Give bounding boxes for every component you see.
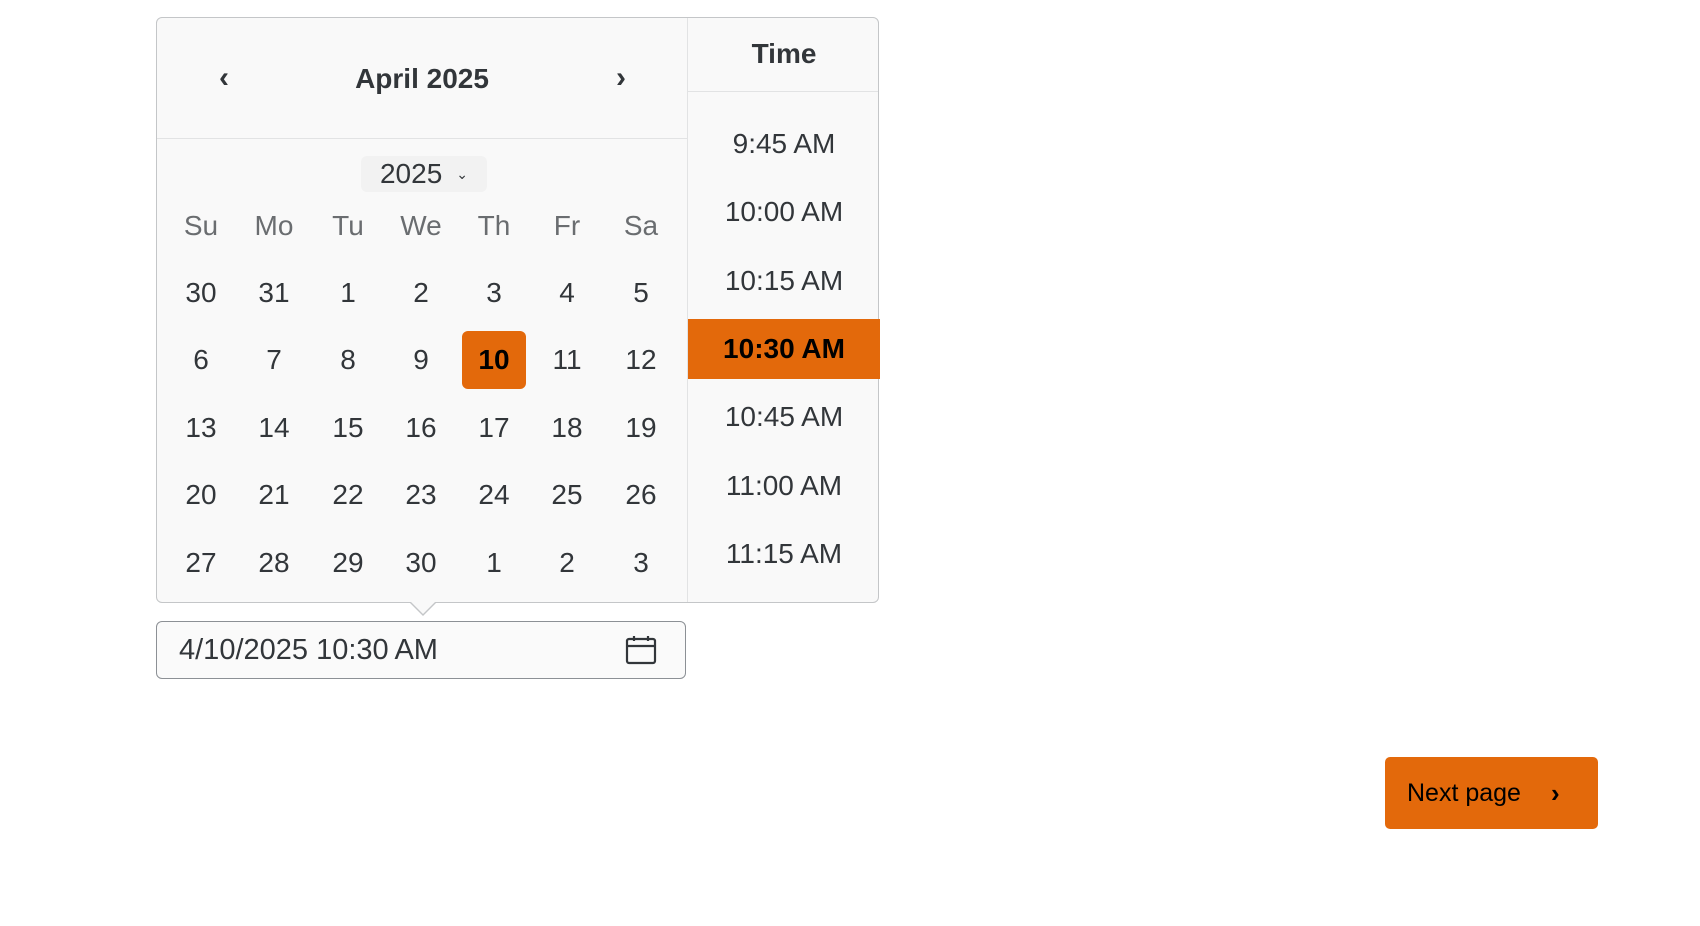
day-cell[interactable]: 6 bbox=[193, 344, 209, 375]
day-cell[interactable]: 11 bbox=[552, 344, 582, 375]
month-title[interactable]: April 2025 bbox=[355, 63, 489, 94]
chevron-right-icon: › bbox=[1550, 777, 1560, 808]
day-cell[interactable]: 16 bbox=[405, 412, 437, 443]
day-cell[interactable]: 21 bbox=[258, 479, 290, 510]
previous-month-chevron-icon[interactable]: ‹ bbox=[219, 61, 229, 94]
weekday-header: We bbox=[400, 210, 442, 241]
day-cell[interactable]: 24 bbox=[478, 479, 510, 510]
time-header-divider bbox=[688, 91, 878, 92]
header-divider bbox=[157, 138, 687, 139]
chevron-down-icon: ⌄ bbox=[456, 165, 469, 182]
day-cell[interactable]: 3 bbox=[633, 547, 649, 578]
day-cell[interactable]: 12 bbox=[625, 344, 657, 375]
day-cell[interactable]: 14 bbox=[258, 412, 290, 443]
time-option-selected[interactable]: 10:30 AM bbox=[688, 319, 880, 379]
day-cell[interactable]: 20 bbox=[185, 479, 217, 510]
datetime-picker-popover: ‹ April 2025 › 2025 ⌄ Time Su Mo Tu We Th Fr S… bbox=[156, 17, 880, 603]
year-select[interactable]: 2025 ⌄ bbox=[361, 156, 487, 192]
day-cell[interactable]: 4 bbox=[559, 277, 575, 308]
day-cell[interactable]: 29 bbox=[332, 547, 364, 578]
day-cell[interactable]: 17 bbox=[478, 412, 510, 443]
time-option[interactable]: 11:00 AM bbox=[725, 470, 843, 501]
time-option[interactable]: 10:45 AM bbox=[724, 401, 844, 432]
day-cell[interactable]: 5 bbox=[633, 277, 649, 308]
day-cell-selected[interactable]: 10 bbox=[462, 331, 526, 389]
day-cell[interactable]: 30 bbox=[405, 547, 437, 578]
day-cell[interactable]: 13 bbox=[185, 412, 217, 443]
day-cell[interactable]: 31 bbox=[258, 277, 290, 308]
day-cell[interactable]: 23 bbox=[405, 479, 437, 510]
day-cell[interactable]: 8 bbox=[340, 344, 356, 375]
day-cell[interactable]: 30 bbox=[185, 277, 217, 308]
weekday-header: Th bbox=[477, 210, 511, 241]
day-cell[interactable]: 18 bbox=[551, 412, 583, 443]
time-option[interactable]: 10:00 AM bbox=[724, 196, 844, 227]
day-cell[interactable]: 19 bbox=[625, 412, 657, 443]
next-page-button[interactable]: Next page › bbox=[1385, 757, 1598, 829]
day-cell[interactable]: 27 bbox=[185, 547, 217, 578]
day-cell[interactable]: 2 bbox=[559, 547, 575, 578]
day-cell[interactable]: 1 bbox=[486, 547, 502, 578]
year-select-value: 2025 bbox=[379, 158, 443, 189]
column-divider bbox=[687, 18, 688, 602]
day-cell[interactable]: 15 bbox=[332, 412, 364, 443]
time-option[interactable]: 10:15 AM bbox=[724, 265, 844, 296]
popover-arrow bbox=[409, 601, 437, 616]
day-cell[interactable]: 7 bbox=[266, 344, 282, 375]
time-title: Time bbox=[751, 38, 817, 69]
day-cell[interactable]: 2 bbox=[413, 277, 429, 308]
day-cell[interactable]: 25 bbox=[551, 479, 583, 510]
weekday-header: Sa bbox=[623, 210, 659, 241]
weekday-header: Su bbox=[183, 210, 219, 241]
datetime-input-value: 4/10/2025 10:30 AM bbox=[179, 633, 438, 666]
next-page-label: Next page bbox=[1407, 778, 1521, 807]
day-cell[interactable]: 3 bbox=[486, 277, 502, 308]
weekday-header: Mo bbox=[254, 210, 294, 241]
weekday-header: Fr bbox=[553, 210, 581, 241]
datetime-input[interactable]: 4/10/2025 10:30 AM bbox=[156, 621, 686, 679]
calendar-icon[interactable] bbox=[625, 635, 657, 665]
time-option[interactable]: 9:45 AM bbox=[732, 128, 836, 159]
day-cell[interactable]: 1 bbox=[340, 277, 356, 308]
day-cell[interactable]: 9 bbox=[413, 344, 429, 375]
next-month-chevron-icon[interactable]: › bbox=[616, 61, 626, 94]
day-cell[interactable]: 22 bbox=[332, 479, 364, 510]
day-cell[interactable]: 26 bbox=[625, 479, 657, 510]
weekday-header: Tu bbox=[332, 210, 364, 241]
day-cell[interactable]: 28 bbox=[258, 547, 290, 578]
time-option[interactable]: 11:15 AM bbox=[725, 538, 843, 569]
